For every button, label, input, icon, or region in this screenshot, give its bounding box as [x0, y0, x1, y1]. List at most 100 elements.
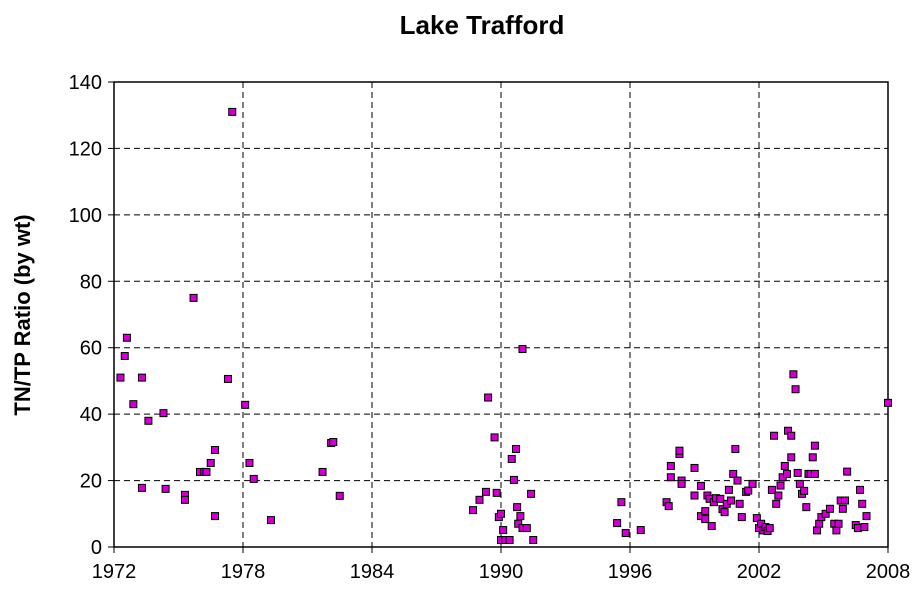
- point: [116, 373, 125, 382]
- point: [266, 516, 275, 525]
- point: [821, 509, 830, 518]
- point: [716, 494, 725, 503]
- point: [518, 345, 527, 354]
- point: [815, 519, 824, 528]
- x-tick-label: 1978: [221, 561, 266, 583]
- chart-title: Lake Trafford: [400, 10, 565, 40]
- point: [787, 453, 796, 462]
- point: [735, 499, 744, 508]
- point: [122, 333, 131, 342]
- x-tick-label: 1972: [92, 561, 137, 583]
- point: [223, 374, 232, 383]
- point: [137, 483, 146, 492]
- y-tick-label: 40: [80, 404, 102, 426]
- point: [481, 487, 490, 496]
- point: [490, 433, 499, 442]
- point: [516, 512, 525, 521]
- point: [776, 481, 785, 490]
- point: [838, 504, 847, 513]
- point: [843, 467, 852, 476]
- point: [120, 352, 129, 361]
- point: [129, 400, 138, 409]
- point: [795, 479, 804, 488]
- point: [211, 446, 220, 455]
- x-tick-label: 2008: [866, 561, 911, 583]
- point: [245, 458, 254, 467]
- point: [206, 458, 215, 467]
- point: [744, 486, 753, 495]
- point: [748, 479, 757, 488]
- point: [800, 486, 809, 495]
- point: [802, 503, 811, 512]
- point: [514, 519, 523, 528]
- y-tick-label: 20: [80, 471, 102, 493]
- point: [727, 496, 736, 505]
- point: [497, 509, 505, 518]
- point: [484, 393, 493, 402]
- point: [329, 438, 338, 447]
- y-tick-label: 100: [69, 205, 102, 227]
- point: [335, 491, 344, 500]
- point: [774, 491, 783, 500]
- point: [161, 484, 170, 493]
- point: [507, 454, 516, 463]
- point: [664, 502, 673, 511]
- point: [729, 469, 738, 478]
- point: [825, 504, 834, 513]
- point: [793, 468, 802, 477]
- point: [690, 463, 699, 472]
- point: [505, 536, 514, 545]
- point: [318, 467, 327, 476]
- point: [202, 467, 211, 476]
- point: [860, 523, 869, 532]
- point: [180, 495, 189, 504]
- y-tick-label: 60: [80, 338, 102, 360]
- point: [856, 485, 865, 494]
- point: [137, 373, 146, 382]
- point: [731, 445, 740, 454]
- point: [513, 503, 522, 512]
- point: [782, 469, 791, 478]
- point: [701, 515, 710, 524]
- point: [724, 485, 733, 494]
- point: [789, 370, 798, 379]
- point: [841, 496, 849, 505]
- point: [690, 491, 699, 500]
- point: [189, 293, 198, 302]
- point: [737, 513, 746, 522]
- point: [858, 499, 867, 508]
- point: [241, 400, 250, 409]
- plot-border: [113, 81, 889, 548]
- x-tick-label: 1984: [350, 561, 395, 583]
- point: [696, 481, 705, 490]
- point: [475, 495, 484, 504]
- point: [529, 536, 538, 545]
- point: [675, 446, 684, 455]
- y-axis-label: TN/TP Ratio (by wt): [10, 214, 35, 415]
- point: [621, 529, 630, 538]
- point: [765, 524, 774, 533]
- point: [720, 508, 729, 517]
- point: [228, 107, 237, 116]
- y-tick-label: 120: [69, 138, 102, 160]
- point: [211, 512, 220, 521]
- point: [512, 445, 521, 454]
- point: [813, 526, 822, 535]
- x-tick-label: 1996: [608, 561, 653, 583]
- point: [772, 499, 781, 508]
- point: [787, 431, 796, 440]
- point: [810, 469, 819, 478]
- point: [767, 485, 776, 494]
- point: [808, 453, 817, 462]
- point: [733, 476, 742, 485]
- point: [144, 416, 153, 425]
- point: [469, 506, 478, 515]
- point: [884, 398, 892, 407]
- point: [810, 441, 819, 450]
- point: [159, 409, 168, 418]
- point: [522, 524, 531, 533]
- x-tick-label: 1990: [479, 561, 524, 583]
- point: [527, 489, 536, 498]
- point: [492, 488, 501, 497]
- point: [707, 522, 716, 531]
